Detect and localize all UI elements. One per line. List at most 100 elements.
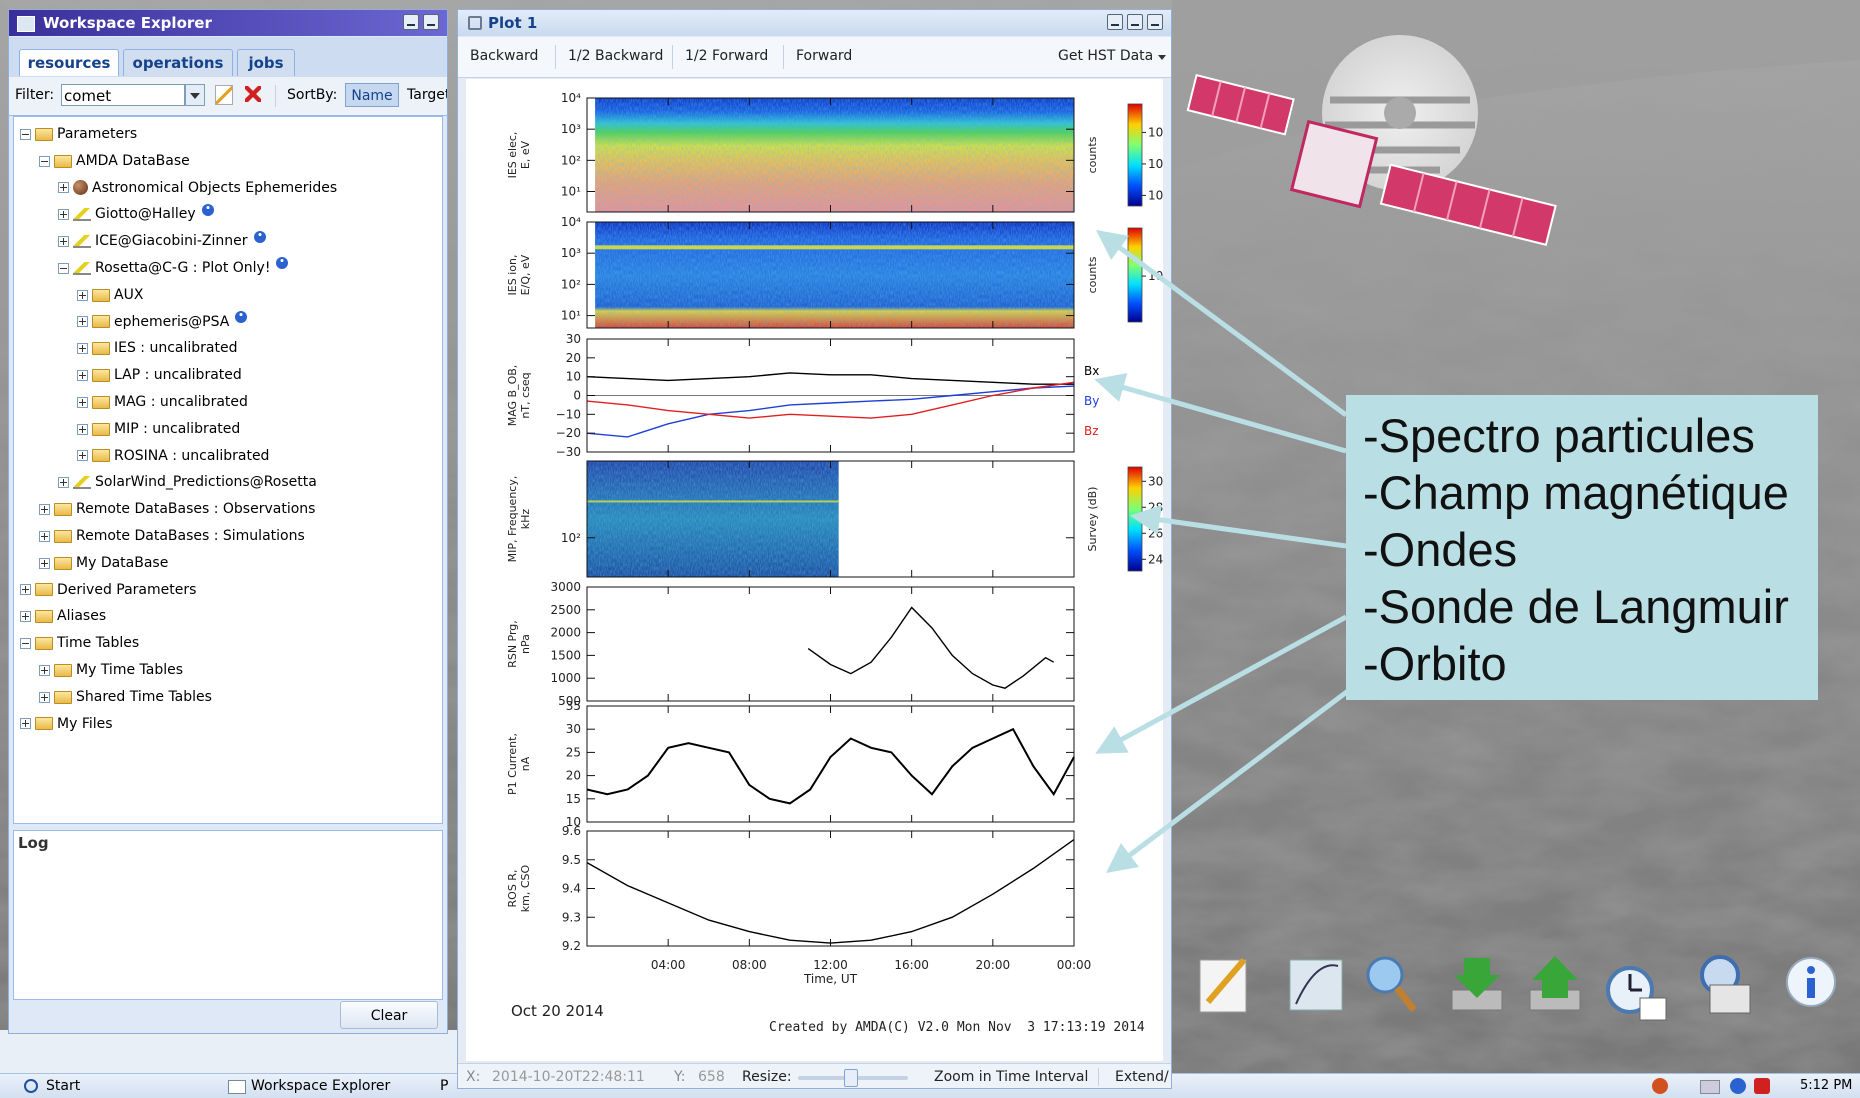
function-icon[interactable] [1290, 960, 1342, 1010]
tree-row[interactable]: ephemeris@PSA [14, 309, 442, 336]
expander[interactable] [39, 531, 50, 542]
y-tick-label: 10² [561, 531, 581, 545]
node-icon [35, 717, 53, 730]
expander[interactable] [20, 584, 31, 595]
tree-row[interactable]: Remote DataBases : Simulations [14, 523, 442, 550]
expander[interactable] [77, 316, 88, 327]
tree-row[interactable]: Astronomical Objects Ephemerides [14, 175, 442, 202]
y-tick-label: −10 [556, 407, 581, 421]
expander[interactable] [58, 477, 69, 488]
task-button[interactable]: Workspace Explorer [251, 1078, 390, 1094]
tab[interactable]: jobs [237, 49, 295, 76]
info-icon[interactable] [1787, 958, 1835, 1006]
toolbar-button[interactable]: 1/2 Backward [568, 48, 663, 64]
tree-row[interactable]: LAP : uncalibrated [14, 362, 442, 389]
expander[interactable] [20, 611, 31, 622]
data-line [587, 729, 1074, 803]
colorbar [1128, 104, 1142, 206]
tree-row[interactable]: Parameters [14, 121, 442, 148]
tree-row[interactable]: ROSINA : uncalibrated [14, 443, 442, 470]
tree-row[interactable]: ICE@Giacobini-Zinner [14, 228, 442, 255]
tree-row[interactable]: AUX [14, 282, 442, 309]
tree-row[interactable]: Remote DataBases : Observations [14, 496, 442, 523]
resize-slider[interactable] [798, 1076, 908, 1080]
expander[interactable] [20, 129, 31, 140]
y-tick-label: 10² [561, 277, 581, 291]
minimize-button[interactable] [403, 14, 419, 30]
close-button[interactable] [1147, 14, 1163, 30]
filter-dropdown[interactable] [185, 84, 205, 106]
start-button[interactable]: Start [46, 1078, 80, 1094]
expander[interactable] [20, 718, 31, 729]
clear-button[interactable]: Clear [340, 1001, 438, 1029]
menu-button[interactable]: Get HST Data [1058, 48, 1153, 64]
toolbar-button[interactable]: Forward [796, 48, 852, 64]
expander[interactable] [39, 665, 50, 676]
sort-button[interactable]: Target [407, 87, 448, 103]
node-icon [73, 262, 91, 275]
expander[interactable] [77, 397, 88, 408]
expander[interactable] [58, 209, 69, 220]
maximize-button[interactable] [1127, 14, 1143, 30]
tray-icon [1700, 1080, 1720, 1094]
info-icon[interactable] [254, 231, 266, 243]
node-icon [92, 369, 110, 382]
log-title: Log [18, 834, 49, 852]
expander[interactable] [77, 450, 88, 461]
tree-row[interactable]: My Time Tables [14, 657, 442, 684]
expander[interactable] [39, 692, 50, 703]
info-icon[interactable] [235, 311, 247, 323]
expander[interactable] [58, 263, 69, 274]
x-value: 2014-10-20T22:48:11 [492, 1069, 645, 1085]
tree-row[interactable]: IES : uncalibrated [14, 335, 442, 362]
tab[interactable]: operations [123, 49, 233, 76]
tab[interactable]: resources [19, 49, 119, 76]
tree-row[interactable]: SolarWind_Predictions@Rosetta [14, 469, 442, 496]
expander[interactable] [77, 424, 88, 435]
zoom-button[interactable]: Zoom in Time Interval [934, 1069, 1088, 1085]
edit-icon[interactable] [1200, 960, 1246, 1012]
tree-row[interactable]: MIP : uncalibrated [14, 416, 442, 443]
tree-row[interactable]: AMDA DataBase [14, 148, 442, 175]
tree-row[interactable]: My Files [14, 711, 442, 738]
tree-row[interactable]: MAG : uncalibrated [14, 389, 442, 416]
tree-row[interactable]: Aliases [14, 603, 442, 630]
maximize-button[interactable] [423, 14, 439, 30]
colorbar-label: counts [1086, 256, 1099, 293]
tree-row[interactable]: Rosetta@C-G : Plot Only! [14, 255, 442, 282]
expander[interactable] [39, 558, 50, 569]
expander[interactable] [58, 182, 69, 193]
colorbar-tick-label: 10⁴ [1148, 157, 1163, 171]
expander[interactable] [39, 156, 50, 167]
callout-line: -Ondes [1363, 521, 1818, 578]
filter-input[interactable]: comet [61, 84, 185, 106]
tree-row[interactable]: Derived Parameters [14, 577, 442, 604]
tree-row[interactable]: Shared Time Tables [14, 684, 442, 711]
node-label: SolarWind_Predictions@Rosetta [95, 469, 317, 496]
y-tick-label: 15 [566, 792, 581, 806]
expander[interactable] [77, 370, 88, 381]
node-label: Astronomical Objects Ephemerides [92, 175, 337, 202]
window-title: Workspace Explorer [43, 14, 212, 32]
tree-row[interactable]: Giotto@Halley [14, 201, 442, 228]
y-tick-label: 30 [566, 332, 581, 346]
plot-panel: 101520253035P1 Current,nA [506, 699, 1074, 829]
extend-button[interactable]: Extend/ [1115, 1069, 1169, 1085]
edit-filter-button[interactable] [215, 85, 233, 105]
expander[interactable] [58, 236, 69, 247]
info-icon[interactable] [276, 257, 288, 269]
tree-row[interactable]: My DataBase [14, 550, 442, 577]
tree-row[interactable]: Time Tables [14, 630, 442, 657]
task-button[interactable]: P [440, 1078, 448, 1094]
expander[interactable] [39, 504, 50, 515]
expander[interactable] [20, 638, 31, 649]
expander[interactable] [77, 290, 88, 301]
toolbar-button[interactable]: 1/2 Forward [685, 48, 768, 64]
clear-filter-button[interactable] [245, 86, 261, 102]
toolbar-button[interactable]: Backward [470, 48, 538, 64]
sort-button[interactable]: Name [345, 83, 399, 107]
info-icon[interactable] [202, 204, 214, 216]
expander[interactable] [77, 343, 88, 354]
minimize-button[interactable] [1107, 14, 1123, 30]
y-tick-label: 1500 [550, 648, 581, 662]
